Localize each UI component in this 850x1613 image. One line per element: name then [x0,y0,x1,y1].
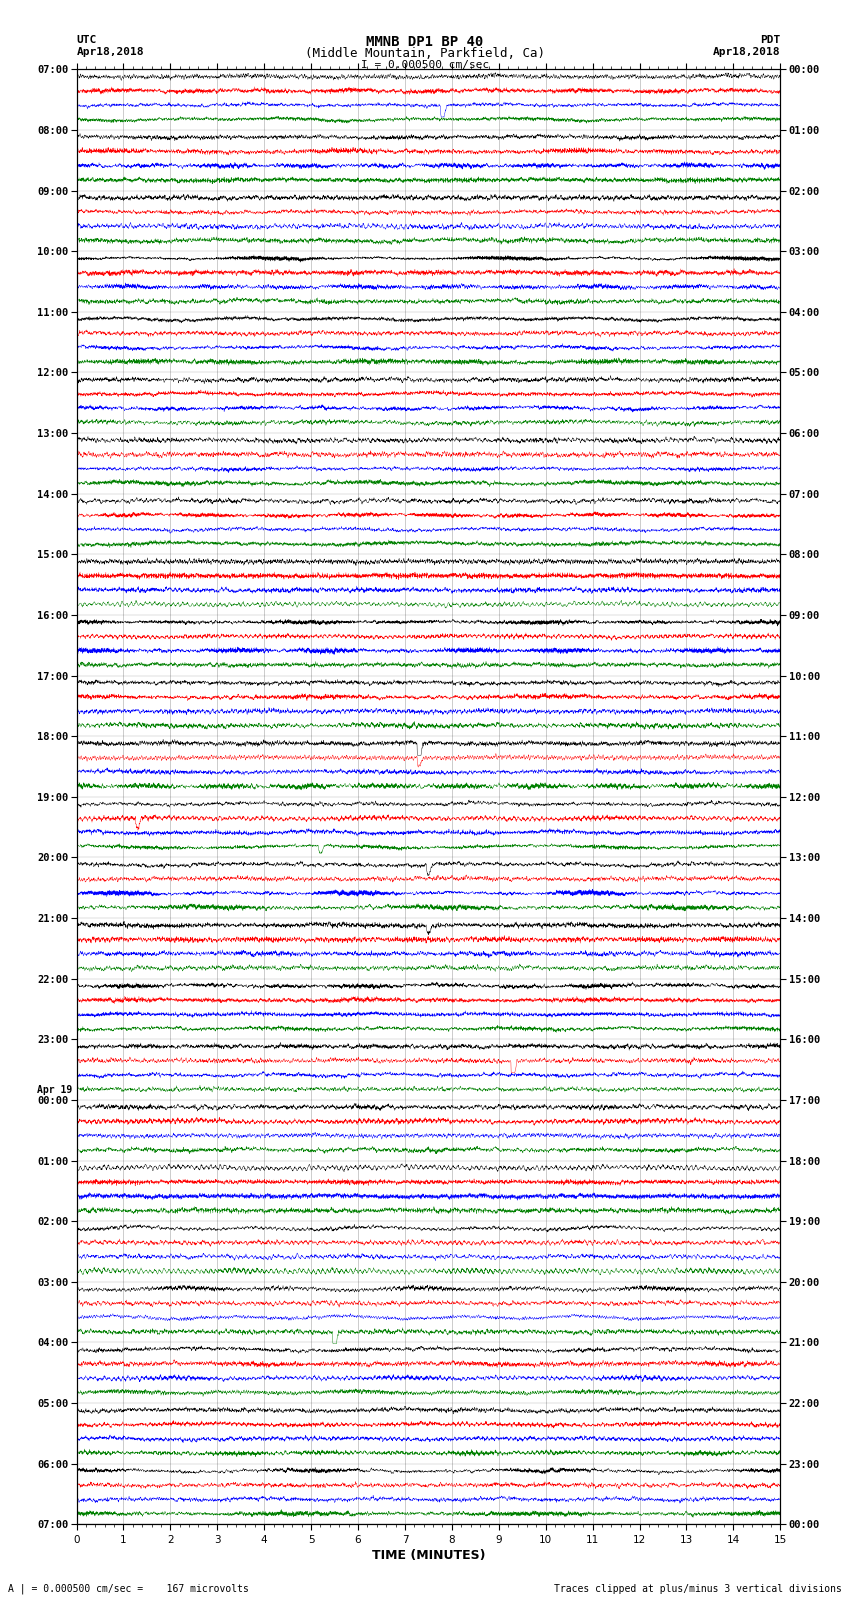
Text: A | = 0.000500 cm/sec =    167 microvolts: A | = 0.000500 cm/sec = 167 microvolts [8,1582,249,1594]
Text: UTC: UTC [76,35,97,45]
Text: Apr18,2018: Apr18,2018 [76,47,144,56]
Text: PDT: PDT [760,35,780,45]
Text: (Middle Mountain, Parkfield, Ca): (Middle Mountain, Parkfield, Ca) [305,47,545,60]
Text: I = 0.000500 cm/sec: I = 0.000500 cm/sec [361,60,489,69]
Text: MMNB DP1 BP 40: MMNB DP1 BP 40 [366,35,484,50]
X-axis label: TIME (MINUTES): TIME (MINUTES) [371,1548,485,1561]
Text: Traces clipped at plus/minus 3 vertical divisions: Traces clipped at plus/minus 3 vertical … [553,1584,842,1594]
Text: Apr18,2018: Apr18,2018 [713,47,780,56]
Text: Apr 19: Apr 19 [37,1086,72,1095]
